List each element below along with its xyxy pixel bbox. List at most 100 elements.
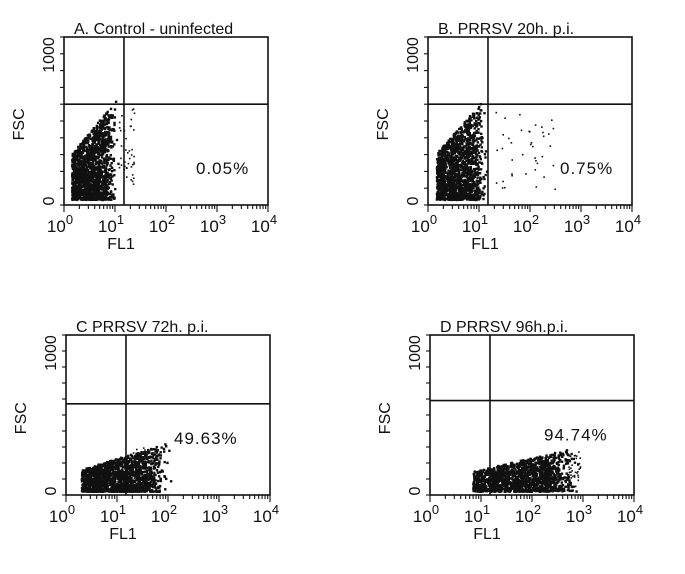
data-point <box>466 158 470 161</box>
data-point <box>92 185 96 188</box>
data-point <box>91 187 94 190</box>
data-point <box>105 155 108 158</box>
data-point <box>466 166 469 169</box>
data-point <box>126 463 129 466</box>
data-point <box>441 156 444 159</box>
data-point <box>100 128 103 131</box>
data-point <box>109 154 112 157</box>
data-point <box>105 473 108 476</box>
data-point <box>91 490 94 493</box>
data-point <box>89 170 92 174</box>
data-point <box>449 140 452 143</box>
data-point <box>437 197 440 201</box>
data-point <box>482 194 485 197</box>
data-point <box>136 468 139 471</box>
data-point <box>111 116 114 119</box>
data-point <box>102 150 106 153</box>
data-point <box>451 170 454 173</box>
data-point <box>463 152 466 155</box>
data-point <box>71 182 74 186</box>
data-point <box>133 485 135 488</box>
y-axis-label: FSC <box>13 402 30 434</box>
data-point <box>109 462 112 465</box>
data-point <box>461 195 464 199</box>
data-point <box>155 490 159 493</box>
data-point <box>103 193 106 196</box>
data-point <box>453 152 456 155</box>
data-point <box>106 180 109 184</box>
data-point <box>450 150 454 154</box>
data-point <box>443 166 447 169</box>
data-point <box>96 133 99 136</box>
data-point <box>461 197 465 200</box>
data-point <box>158 461 161 464</box>
data-point <box>100 159 103 163</box>
data-point <box>549 145 552 147</box>
data-point <box>441 187 444 190</box>
data-point <box>476 149 479 152</box>
data-point <box>109 195 112 199</box>
data-point <box>94 130 98 133</box>
data-point <box>450 146 453 150</box>
data-point <box>147 448 150 452</box>
data-point <box>84 484 87 487</box>
data-point <box>82 475 85 478</box>
data-point <box>78 177 82 180</box>
data-point <box>447 144 451 147</box>
data-point <box>90 483 93 487</box>
data-point <box>147 485 150 488</box>
data-point <box>469 141 472 144</box>
data-point <box>152 448 156 451</box>
data-point <box>86 139 90 142</box>
data-point <box>83 189 86 192</box>
data-point <box>99 172 103 175</box>
data-point <box>438 179 441 182</box>
data-point <box>80 181 83 184</box>
data-point <box>77 173 81 176</box>
data-point <box>463 178 466 182</box>
data-point <box>473 192 476 196</box>
data-point <box>154 479 157 482</box>
data-point <box>455 147 458 151</box>
data-point <box>111 463 114 466</box>
data-point <box>135 468 138 471</box>
data-point <box>101 483 104 486</box>
data-point <box>135 486 138 489</box>
data-point <box>453 135 456 138</box>
data-point <box>120 476 123 480</box>
data-point <box>89 179 92 182</box>
data-point <box>112 128 115 131</box>
data-point <box>154 473 157 477</box>
data-point <box>147 481 150 485</box>
data-point <box>159 451 162 454</box>
data-point <box>452 198 455 201</box>
data-point <box>534 157 536 159</box>
data-point <box>86 475 90 478</box>
data-point <box>90 183 93 186</box>
data-point <box>454 147 457 150</box>
data-point <box>111 479 114 482</box>
data-point <box>104 147 107 150</box>
data-point <box>123 490 126 493</box>
data-point <box>440 194 443 197</box>
data-point <box>121 462 124 465</box>
scatter-points <box>435 103 556 202</box>
data-point <box>107 478 111 481</box>
data-point <box>84 187 87 190</box>
data-point <box>120 157 122 160</box>
data-point <box>95 176 99 180</box>
data-point <box>113 143 116 146</box>
data-point <box>122 485 125 489</box>
data-point <box>126 176 128 178</box>
data-point <box>145 476 149 479</box>
data-point <box>114 473 117 476</box>
data-point <box>451 177 454 180</box>
data-point <box>147 470 149 472</box>
data-point <box>99 186 102 189</box>
data-point <box>76 189 79 192</box>
data-point <box>465 143 469 146</box>
data-point <box>91 146 94 149</box>
data-point <box>477 107 480 110</box>
data-point <box>99 119 103 123</box>
data-point <box>455 136 458 139</box>
